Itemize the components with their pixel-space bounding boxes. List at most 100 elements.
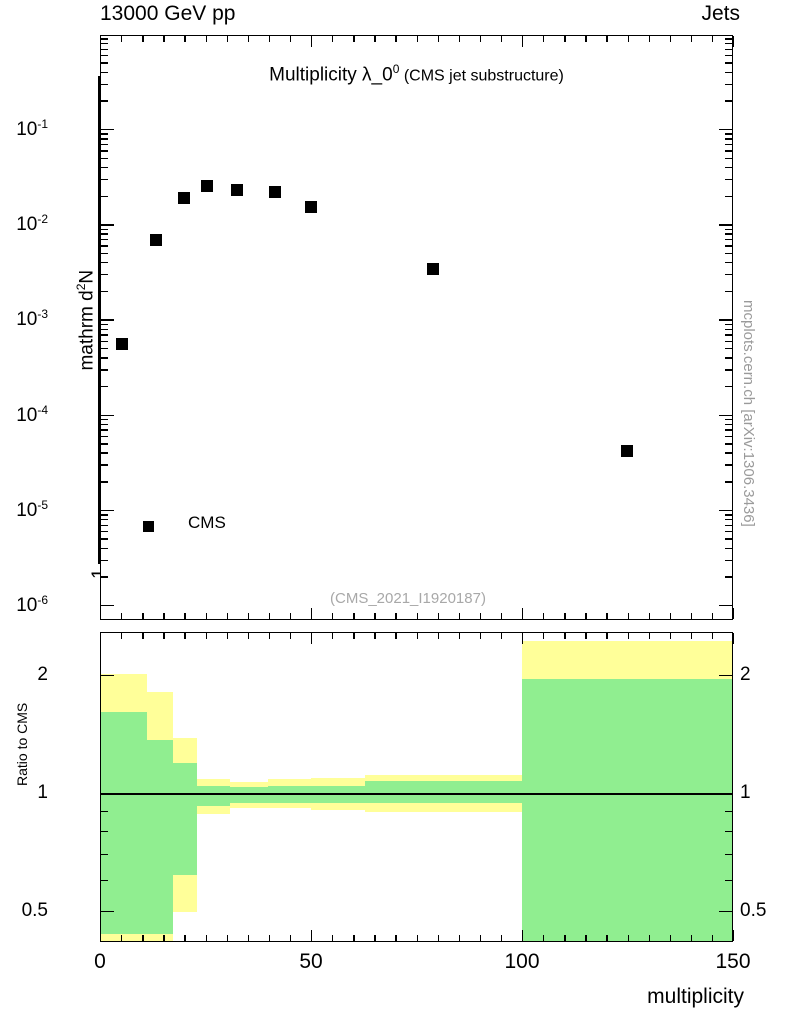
y-minor-tick-right: [725, 559, 732, 561]
ratio-y-tick-label-left: 1: [37, 782, 48, 803]
analysis-category-label: Jets: [701, 2, 740, 25]
ratio-y-minor-tick: [101, 830, 108, 833]
y-minor-tick-right: [725, 38, 732, 40]
y-minor-tick: [101, 423, 108, 426]
y-minor-tick: [101, 385, 108, 388]
x-minor-tick-top: [500, 36, 503, 42]
ratio-x-minor-tick-bottom: [479, 935, 482, 941]
data-point-marker: [201, 180, 214, 193]
ratio-y-major-tick-right: [719, 911, 732, 913]
ratio-x-minor-tick-top: [332, 633, 334, 639]
x-minor-tick-top: [184, 36, 186, 42]
x-minor-tick-bottom: [437, 613, 439, 619]
y-minor-tick-right: [725, 228, 732, 230]
x-minor-tick-top: [564, 36, 566, 42]
y-tick-label: 10-5: [16, 497, 48, 521]
y-minor-tick: [101, 519, 108, 521]
y-minor-tick-right: [725, 435, 732, 438]
x-tick-label: 0: [94, 950, 106, 973]
y-minor-tick: [101, 238, 108, 241]
ratio-x-major-tick-top: [100, 633, 102, 644]
ratio-x-major-tick-top: [522, 633, 524, 644]
ratio-y-tick-label-right: 0.5: [740, 900, 767, 921]
ratio-x-major-tick-bottom: [733, 930, 735, 941]
main-plot-panel: [100, 35, 733, 620]
ratio-plot-panel: [100, 632, 733, 942]
ratio-x-minor-tick-top: [163, 633, 165, 639]
ratio-x-minor-tick-bottom: [416, 935, 418, 941]
x-minor-tick-top: [669, 36, 672, 42]
ratio-y-tick-label-left: 0.5: [21, 900, 48, 921]
ratio-y-major-tick: [101, 793, 114, 795]
ratio-y-major-tick-right: [719, 793, 732, 795]
x-minor-tick-bottom: [205, 613, 207, 619]
ratio-inner-band: [522, 678, 732, 941]
ratio-x-minor-tick-bottom: [690, 935, 693, 941]
ratio-x-minor-tick-bottom: [289, 935, 292, 941]
header: 13000 GeV pp Jets: [0, 2, 786, 30]
y-major-tick-right: [719, 605, 732, 607]
y-minor-tick-right: [725, 238, 732, 241]
x-minor-tick-top: [711, 36, 714, 42]
y-minor-tick-right: [725, 369, 732, 371]
x-minor-tick-bottom: [353, 613, 355, 619]
x-minor-tick-bottom: [500, 613, 503, 619]
y-minor-tick-right: [725, 273, 732, 276]
x-minor-tick-top: [690, 36, 693, 42]
y-minor-tick: [101, 418, 108, 421]
ratio-x-minor-tick-top: [142, 633, 144, 639]
ratio-x-minor-tick-bottom: [585, 935, 587, 941]
x-tick-label: 100: [504, 950, 540, 973]
y-minor-tick-right: [725, 385, 732, 388]
ratio-y-major-tick-right: [719, 675, 732, 677]
ratio-axis-title: Ratio to CMS: [14, 702, 30, 786]
y-minor-tick: [101, 290, 108, 293]
x-major-tick-top: [522, 36, 524, 47]
x-minor-tick-bottom: [121, 613, 123, 619]
x-major-tick-top: [100, 36, 102, 47]
x-minor-tick-bottom: [374, 613, 376, 619]
y-minor-tick: [101, 43, 108, 45]
y-minor-tick-right: [725, 464, 732, 466]
y-minor-tick: [101, 369, 108, 371]
x-minor-tick-bottom: [711, 613, 714, 619]
y-minor-tick-right: [725, 262, 732, 264]
y-minor-tick: [101, 538, 108, 540]
ratio-x-minor-tick-top: [205, 633, 207, 639]
ratio-y-major-tick: [101, 675, 114, 677]
ratio-y-minor-tick: [101, 879, 108, 882]
ratio-inner-band: [146, 740, 173, 934]
ratio-x-minor-tick-bottom: [332, 935, 334, 941]
y-minor-tick: [101, 245, 108, 247]
ratio-x-minor-tick-top: [711, 633, 714, 639]
legend-marker-square: [143, 521, 154, 532]
y-minor-tick-right: [725, 514, 732, 516]
y-minor-tick-right: [725, 143, 732, 146]
y-minor-tick: [101, 334, 108, 336]
x-minor-tick-bottom: [458, 613, 461, 619]
y-minor-tick: [101, 328, 108, 331]
y-minor-tick-right: [725, 576, 732, 578]
y-minor-tick-right: [725, 252, 732, 255]
x-major-tick-top: [733, 36, 735, 47]
ratio-reference-line: [101, 793, 732, 795]
ratio-x-minor-tick-bottom: [163, 935, 165, 941]
y-minor-tick-right: [725, 150, 732, 152]
y-major-tick-right: [719, 319, 732, 321]
y-minor-tick-right: [725, 43, 732, 45]
y-minor-tick-right: [725, 323, 732, 326]
ratio-x-minor-tick-bottom: [606, 935, 608, 941]
ratio-x-minor-tick-bottom: [437, 935, 439, 941]
y-minor-tick-right: [725, 334, 732, 336]
y-minor-tick-right: [725, 481, 732, 483]
y-minor-tick: [101, 83, 108, 85]
ratio-x-minor-tick-bottom: [226, 935, 228, 941]
y-tick-label: 10-3: [16, 307, 48, 331]
x-minor-tick-bottom: [226, 613, 228, 619]
legend-label-cms: CMS: [188, 513, 226, 532]
ratio-y-major-tick: [101, 911, 114, 913]
x-minor-tick-top: [226, 36, 228, 42]
y-minor-tick: [101, 228, 108, 230]
y-minor-tick: [101, 514, 108, 516]
y-minor-tick: [101, 559, 108, 561]
